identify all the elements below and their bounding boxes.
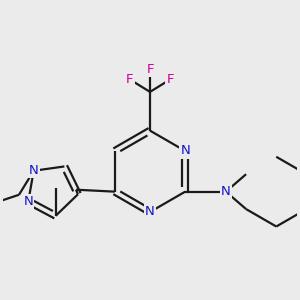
Text: F: F	[146, 63, 154, 76]
Text: N: N	[23, 195, 33, 208]
Text: N: N	[29, 164, 39, 177]
Text: N: N	[221, 185, 231, 198]
Text: N: N	[180, 145, 190, 158]
Text: F: F	[126, 73, 134, 86]
Text: N: N	[145, 206, 155, 218]
Text: F: F	[167, 73, 174, 86]
